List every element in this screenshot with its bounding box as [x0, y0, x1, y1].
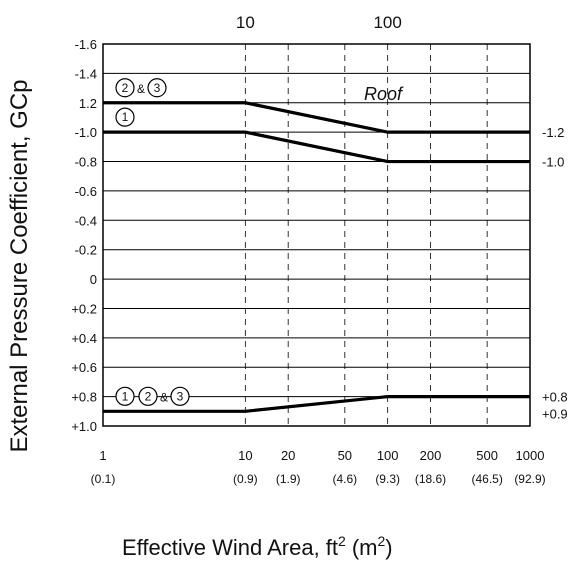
series-end-label-extra: +0.9 [542, 406, 568, 421]
circle-marker [138, 386, 158, 406]
y-tick-label: -1.6 [75, 37, 97, 52]
y-tick-label: 1.2 [79, 96, 97, 111]
series-end-label: +0.8 [542, 390, 568, 405]
series-label: 1 [115, 107, 135, 127]
x-tick-metric-label: (9.3) [375, 472, 400, 486]
series-label: 2 & 3 [115, 78, 167, 98]
x-tick-metric-label: (0.1) [91, 472, 116, 486]
x-axis-label-paren-close: ) [385, 535, 392, 560]
y-tick-label: -1.4 [75, 66, 97, 81]
x-tick-label: 1000 [516, 448, 545, 463]
y-axis-label: External Pressure Coefficient, GCp [6, 79, 33, 452]
x-axis-label-paren: (m [352, 535, 378, 560]
y-tick-label: +0.8 [71, 390, 97, 405]
x-axis-label-sup: 2 [338, 533, 346, 549]
y-tick-label: +0.4 [71, 331, 97, 346]
x-tick-label: 200 [420, 448, 442, 463]
x-tick-label: 20 [281, 448, 295, 463]
circle-number: 1 [122, 110, 129, 124]
y-tick-label: -1.0 [75, 125, 97, 140]
x-tick-label: 10 [238, 448, 252, 463]
roof-annotation: Roof [364, 84, 404, 104]
y-tick-label: +0.2 [71, 301, 97, 316]
x-tick-label: 1 [99, 448, 106, 463]
x-tick-label: 50 [338, 448, 352, 463]
y-axis: -1.6 -1.4 1.2 -1.0 -0.8 -0.6 -0.4 -0.2 0 +0.2 +0.4… [71, 37, 97, 434]
y-tick-label: +1.0 [71, 419, 97, 434]
circle-number: 2 [122, 81, 129, 95]
ampersand: & [160, 390, 168, 404]
plot-frame [102, 43, 531, 427]
series-end-label: -1.2 [542, 125, 564, 140]
ampersand: & [137, 82, 145, 96]
x-tick-label: 100 [377, 448, 399, 463]
x-axis-label-main: Effective Wind Area, ft [122, 535, 338, 560]
x-tick-metric-label: (92.9) [514, 472, 545, 486]
y-tick-label: -0.8 [75, 155, 97, 170]
x-tick-metric-label: (0.9) [233, 472, 258, 486]
x-tick-metric-label: (46.5) [471, 472, 502, 486]
series-labels: 2 & 311 2 & 3 [115, 78, 190, 406]
circle-number: 3 [154, 81, 161, 95]
circle-marker [147, 78, 167, 98]
series-line [103, 101, 530, 134]
series-end-label: -1.0 [542, 155, 564, 170]
y-tick-label: 0 [90, 272, 97, 287]
circle-marker [115, 78, 135, 98]
circle-number: 2 [145, 389, 152, 403]
series-group [103, 101, 530, 413]
circle-marker [115, 386, 135, 406]
top-tick-label: 10 [236, 13, 255, 32]
x-tick-metric-label: (18.6) [415, 472, 446, 486]
series-line [103, 395, 530, 413]
x-tick-metric-label: (1.9) [276, 472, 301, 486]
circle-number: 1 [122, 389, 129, 403]
y-tick-label: -0.6 [75, 184, 97, 199]
top-tick-label: 100 [373, 13, 401, 32]
x-tick-metric-label: (4.6) [332, 472, 357, 486]
series-label: 1 2 & 3 [115, 386, 190, 406]
circle-marker [170, 386, 190, 406]
y-tick-label: +0.6 [71, 360, 97, 375]
circle-marker [115, 107, 135, 127]
x-axis-label: Effective Wind Area, ft2 (m2) [122, 533, 393, 560]
top-axis: 10 100 [236, 13, 402, 32]
x-tick-label: 500 [476, 448, 498, 463]
x-axis: 1 (0.1) 10 (0.9) 20 (1.9) 50 (4.6) 100 (9.3) 200 (1… [91, 448, 546, 486]
right-labels: -1.2 -1.0 +0.8+0.9 [542, 125, 568, 421]
series-line [103, 130, 530, 164]
circle-number: 3 [177, 389, 184, 403]
y-tick-label: -0.2 [75, 243, 97, 258]
x-axis-label-paren-sup: 2 [377, 533, 385, 549]
y-tick-label: -0.4 [75, 213, 97, 228]
